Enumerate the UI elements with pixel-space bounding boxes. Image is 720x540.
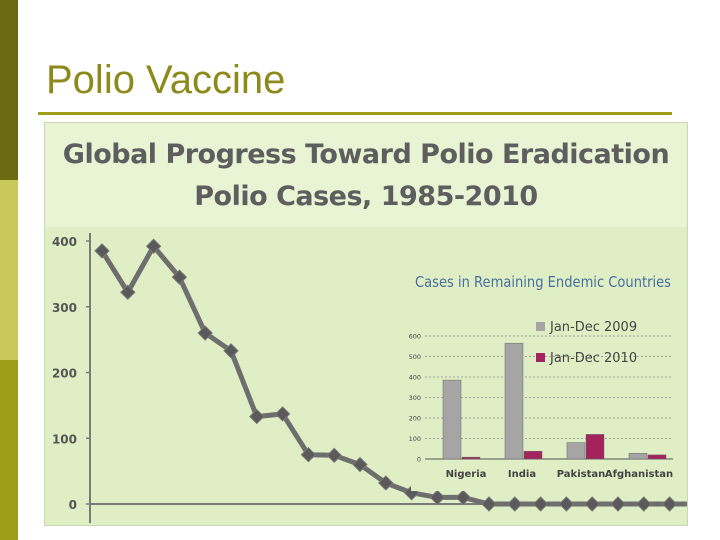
inset-y-tick-label: 200: [409, 415, 421, 423]
title-rule: [38, 112, 672, 115]
inset-bar: [442, 379, 462, 460]
inset-legend-label: Jan-Dec 2010: [549, 351, 637, 366]
line-chart-point: [661, 496, 678, 512]
line-chart-point: [352, 456, 368, 473]
line-chart-point: [94, 243, 110, 259]
inset-bar: [461, 456, 481, 460]
inset-category-label: India: [508, 469, 536, 480]
inset-bar: [523, 450, 543, 460]
line-chart-point: [223, 343, 239, 359]
chart-svg: 0 100 200 300 400 Cases in Remaining Endemic …: [52, 233, 687, 523]
inset-y-tick-label: 100: [409, 435, 421, 443]
line-chart-point: [300, 446, 317, 463]
side-bar-top: [0, 0, 18, 180]
inset-chart-title: Cases in Remaining Endemic Countries: [415, 273, 671, 291]
inset-y-tick-label: 300: [409, 394, 421, 402]
inset-category-label: Pakistan: [557, 469, 606, 480]
chart-subtitle: Polio Cases, 1985-2010: [194, 181, 538, 212]
line-chart-y-tick-label: 0: [69, 498, 77, 512]
inset-bar: [628, 453, 648, 460]
line-chart-y-tick-label: 300: [52, 301, 77, 315]
inset-category-label: Afghanistan: [605, 469, 673, 480]
line-chart-point: [481, 496, 497, 512]
inset-y-tick-label: 400: [409, 374, 421, 382]
line-chart-point: [378, 475, 394, 491]
chart-header: [45, 123, 687, 227]
line-chart-point: [274, 406, 291, 422]
line-chart-point: [145, 238, 162, 254]
line-chart-y-tick-label: 400: [52, 235, 77, 249]
line-chart-y-tick-label: 200: [52, 367, 77, 381]
line-chart-point: [532, 496, 549, 512]
inset-y-tick-label: 0: [417, 456, 421, 464]
line-chart-point: [326, 447, 342, 464]
line-chart-point: [249, 408, 265, 425]
inset-legend-swatch: [536, 353, 545, 362]
line-chart-point: [120, 284, 136, 300]
side-bar-middle: [0, 180, 18, 360]
inset-y-tick-label: 600: [409, 333, 421, 341]
line-chart-point: [171, 269, 188, 285]
line-chart-point: [610, 496, 626, 512]
line-chart-point: [197, 325, 213, 341]
line-chart-y-tick-label: 100: [52, 432, 77, 446]
line-chart-point: [455, 489, 471, 506]
chart-title: Global Progress Toward Polio Eradication: [62, 139, 670, 170]
slide-title: Polio Vaccine: [46, 58, 286, 102]
inset-y-tick-label: 500: [409, 353, 421, 361]
inset-legend-swatch: [536, 322, 545, 331]
line-chart-point: [558, 496, 575, 512]
inset-category-label: Nigeria: [446, 469, 487, 480]
line-chart-point: [429, 489, 446, 506]
side-bar-bottom: [0, 360, 18, 540]
inset-bar: [585, 434, 605, 460]
inset-bar: [504, 342, 524, 460]
chart-image: Global Progress Toward Polio Eradication…: [44, 122, 688, 526]
inset-bar: [566, 442, 586, 460]
line-chart-point: [507, 496, 523, 512]
line-chart-point: [636, 496, 652, 512]
inset-bar: [647, 454, 667, 460]
line-chart-point: [584, 496, 600, 512]
inset-legend-label: Jan-Dec 2009: [549, 320, 637, 335]
